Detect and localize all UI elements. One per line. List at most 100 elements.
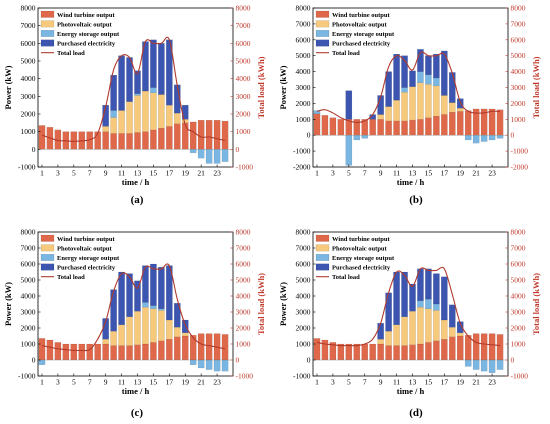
right-y-axis-title: Total load (kWh) <box>256 273 266 335</box>
legend-swatch <box>40 10 55 18</box>
panel-label: (b) <box>409 194 423 206</box>
legend-label: Photovoltaic output <box>332 21 388 28</box>
pv-bar <box>142 90 149 132</box>
x-tick-label: 19 <box>181 169 189 178</box>
y-axis-title: Power (kW) <box>3 282 13 326</box>
x-tick-label: 5 <box>72 169 76 178</box>
pv-bar <box>174 112 181 124</box>
legend-label: Purchased electricity <box>332 41 391 48</box>
purchased-bar <box>433 53 440 79</box>
purchased-bar <box>110 289 117 332</box>
wind-bar <box>369 119 376 136</box>
x-tick-label: 23 <box>488 378 496 387</box>
x-tick-label: 19 <box>456 378 464 387</box>
legend-label: Wind turbine output <box>332 12 391 19</box>
y-tick-label: 7000 <box>296 244 311 253</box>
wind-bar <box>456 111 464 136</box>
purchased-bar <box>345 90 353 120</box>
x-tick-label: 9 <box>379 169 383 178</box>
purchased-bar <box>118 55 125 111</box>
x-tick-label: 3 <box>331 378 335 387</box>
legend-swatch <box>40 244 55 252</box>
wind-bar <box>86 343 93 361</box>
y-tick-label: -1000 <box>293 147 311 156</box>
wind-bar <box>205 333 213 361</box>
pv-bar <box>110 117 117 134</box>
x-tick-label: 13 <box>134 169 142 178</box>
y-tick-label: 1000 <box>296 340 311 349</box>
x-axis-title: time / h <box>397 177 425 187</box>
wind-bar <box>345 343 353 361</box>
wind-bar <box>46 339 54 361</box>
right-y-tick-label: 0 <box>511 131 515 140</box>
y-tick-label: 7000 <box>21 21 36 30</box>
wind-bar <box>464 110 472 136</box>
wind-bar <box>158 340 165 361</box>
wind-bar <box>189 121 197 150</box>
wind-bar <box>425 117 432 136</box>
right-y-tick-label: 7000 <box>511 19 526 28</box>
wind-bar <box>110 133 117 150</box>
x-tick-label: 21 <box>472 169 480 178</box>
x-tick-label: 1 <box>315 378 319 387</box>
x-tick-label: 9 <box>104 378 108 387</box>
right-y-tick-label: 8000 <box>511 228 526 237</box>
purchased-bar <box>409 283 416 312</box>
wind-bar <box>441 114 448 136</box>
right-y-tick-label: 4000 <box>236 292 251 301</box>
wind-bar <box>166 126 173 150</box>
purchased-bar <box>393 271 400 325</box>
purchased-bar <box>449 72 456 103</box>
purchased-bar <box>126 57 133 102</box>
right-y-tick-label: 0 <box>236 356 240 365</box>
y-axis-title: Power (kW) <box>3 65 13 109</box>
y-tick-label: 8000 <box>21 4 36 13</box>
right-y-tick-label: 8000 <box>236 228 251 237</box>
right-y-tick-label: 6000 <box>236 39 251 48</box>
purchased-bar <box>441 50 448 96</box>
legend-label: Total load <box>332 50 360 57</box>
right-y-axis-title: Total load (kWh) <box>531 273 541 335</box>
y-tick-label: 3000 <box>21 308 36 317</box>
legend-label: Total load <box>57 274 85 281</box>
chart-panel-1: -1000 0 1000 2000 3000 4000 5000 6000 7000 8000 -1… <box>3 4 266 207</box>
right-y-tick-label: 7000 <box>511 244 526 253</box>
right-y-tick-label: 1000 <box>236 127 251 136</box>
y-tick-label: 0 <box>32 145 36 154</box>
right-y-tick-label: 6000 <box>511 35 526 44</box>
storage-bar <box>110 110 117 118</box>
pv-bar <box>158 310 165 341</box>
wind-bar <box>78 343 86 361</box>
y-tick-label: 8000 <box>21 228 36 237</box>
x-tick-label: 21 <box>197 169 205 178</box>
wind-bar <box>417 343 424 361</box>
x-tick-label: 19 <box>456 169 464 178</box>
wind-bar <box>158 127 165 150</box>
pv-bar <box>425 308 432 343</box>
plot-frame <box>312 231 509 377</box>
wind-bar <box>401 345 408 361</box>
y-tick-label: 1000 <box>296 115 311 124</box>
storage-bar <box>417 71 424 83</box>
legend-swatch <box>40 263 55 271</box>
pv-bar <box>110 331 117 346</box>
pv-bar <box>441 319 448 340</box>
legend-swatch <box>40 234 55 242</box>
x-axis-title: time / h <box>122 177 150 187</box>
pv-bar <box>401 316 408 346</box>
right-y-tick-label: -1000 <box>511 372 529 381</box>
legend-swatch <box>315 30 330 37</box>
purchased-bar <box>401 55 408 88</box>
right-y-tick-label: 2000 <box>236 110 251 119</box>
purchased-bar <box>449 304 456 328</box>
x-tick-label: 11 <box>393 169 400 178</box>
y-tick-label: 2000 <box>21 324 36 333</box>
purchased-bar <box>110 74 117 111</box>
y-tick-label: -1000 <box>18 372 36 381</box>
wind-bar <box>385 345 392 361</box>
storage-bar <box>205 149 213 164</box>
wind-bar <box>181 335 189 361</box>
right-y-tick-label: 6000 <box>511 260 526 269</box>
storage-bar <box>353 135 361 141</box>
